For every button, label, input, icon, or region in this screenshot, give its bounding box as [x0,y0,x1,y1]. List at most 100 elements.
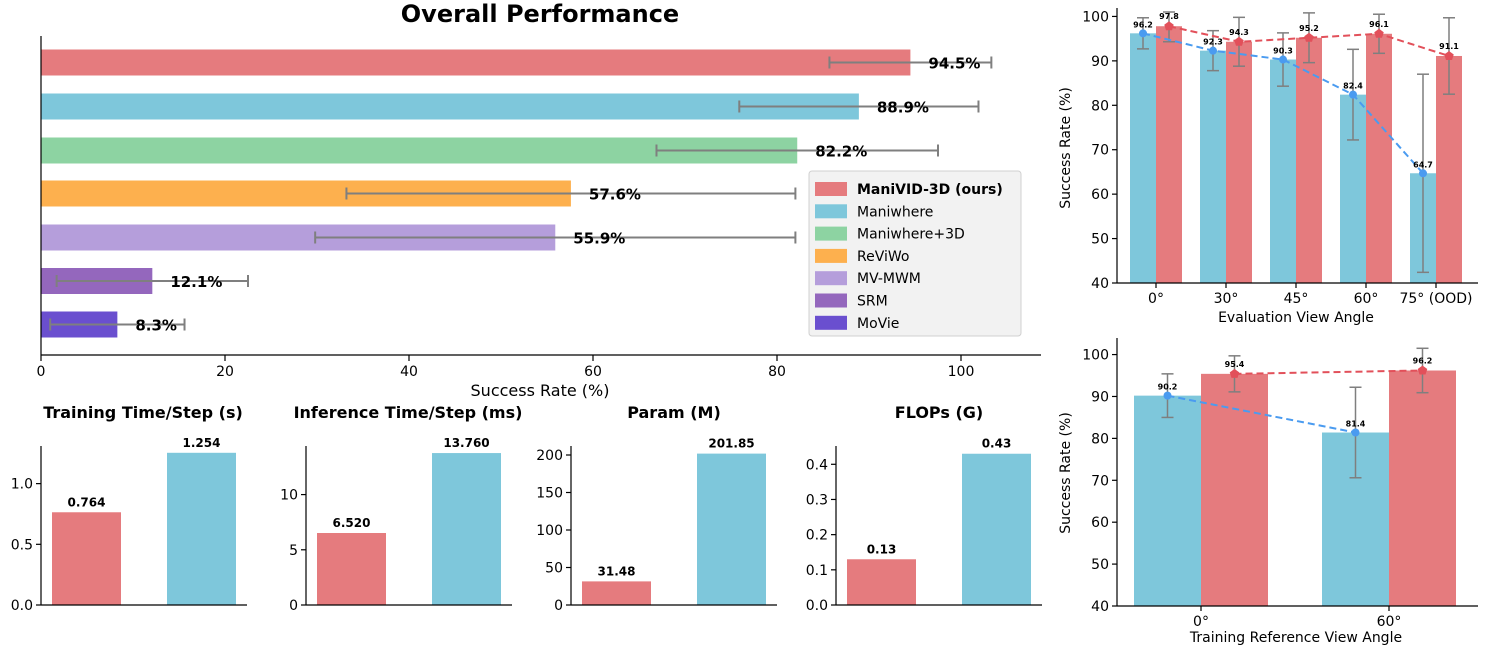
point-label: 95.2 [1299,24,1319,33]
bar [1156,26,1182,283]
point [1444,50,1454,60]
point-label: 81.4 [1346,420,1366,429]
y-tick-label: 100 [536,523,563,539]
evaluation-angle-chart: Evaluation View Angle Success Rate (%) 0… [1058,8,1478,326]
point [1417,365,1428,375]
data-label: 0.13 [867,542,897,556]
legend-label: ReViWo [857,249,909,265]
bar [1130,33,1156,284]
y-tick-label: 200 [536,448,563,464]
eval-xlabel: Evaluation View Angle [1218,310,1374,326]
point [1351,428,1360,437]
legend-label: MoVie [857,316,899,332]
point-label: 96.1 [1369,20,1389,29]
point-label: 90.2 [1158,383,1178,392]
data-label: 82.2% [815,143,867,161]
bar [847,559,916,605]
param-chart: Param (M) 31.48 201.85 0 50 100 150 200 [536,403,777,614]
bar [52,512,121,605]
x-tick-label: 75° (OOD) [1399,291,1472,307]
point [1209,46,1217,55]
bar [41,93,859,120]
y-tick-label: 40 [1091,599,1109,615]
y-tick-label: 90 [1091,389,1109,405]
legend-label: Maniwhere [857,204,933,220]
y-tick-label: 0.2 [806,528,828,544]
data-label: 13.760 [443,436,489,450]
data-label: 55.9% [573,230,625,248]
x-tick-label: 45° [1284,291,1309,307]
training-time-chart: Training Time/Step (s) 0.764 1.254 0.0 0.5 1… [11,403,247,614]
y-tick-label: 70 [1091,143,1109,159]
bar [1270,59,1296,283]
data-label: 8.3% [135,317,177,335]
y-tick-label: 50 [1091,557,1109,573]
point [1229,368,1240,378]
point [1139,29,1147,38]
data-label: 6.520 [333,516,371,530]
y-tick-label: 0 [554,598,563,614]
bar [317,533,386,605]
ref-ylabel: Success Rate (%) [1058,412,1074,534]
overall-title: Overall Performance [401,0,679,28]
data-label: 94.5% [928,55,980,73]
y-tick-label: 50 [1091,232,1109,248]
bar [1134,395,1201,606]
y-tick-label: 60 [1091,187,1109,203]
y-tick-label: 70 [1091,473,1109,489]
series-line-ours [1234,369,1423,375]
legend-frame [808,170,1022,337]
data-label: 201.85 [708,437,754,451]
y-tick-label: 5 [289,543,298,559]
y-tick-label: 60 [1091,515,1109,531]
series-line-maniwhere [1142,32,1424,174]
x-tick-label: 60° [1377,614,1402,630]
legend-swatch [815,315,847,330]
bar [1226,41,1252,283]
point-label: 92.3 [1203,38,1223,47]
x-tick-label: 0 [37,364,46,380]
y-tick-label: 100 [1082,348,1109,364]
inference-time-title: Inference Time/Step (ms) [294,403,523,422]
ref-xlabel: Training Reference View Angle [1189,630,1402,646]
y-tick-label: 0.0 [11,598,33,614]
y-tick-label: 0.4 [806,457,828,473]
y-tick-label: 1.0 [11,477,33,493]
data-label: 0.764 [68,495,106,509]
legend-label: SRM [857,294,888,310]
point-label: 91.1 [1439,42,1459,51]
bar [962,453,1031,605]
bar [582,581,651,605]
legend-label: Maniwhere+3D [857,227,965,243]
point-label: 64.7 [1413,160,1433,169]
data-label: 31.48 [598,564,636,578]
y-tick-label: 50 [545,561,563,577]
overall-xlabel: Success Rate (%) [471,381,610,400]
x-tick-label: 80 [768,364,786,380]
bar [1366,33,1392,283]
y-tick-label: 10 [280,488,298,504]
y-tick-label: 0.0 [806,598,828,614]
legend-swatch [815,271,847,286]
legend-swatch [815,204,847,219]
y-tick-label: 150 [536,486,563,502]
point-label: 94.3 [1229,28,1249,37]
flops-chart: FLOPs (G) 0.13 0.43 0.0 0.1 0.2 0.3 0.4 [806,403,1042,614]
data-label: 12.1% [170,273,222,291]
overall-performance-chart: Overall Performance 94.5% 88.9% 82.2% 57.6%… [37,0,1041,400]
point-label: 96.2 [1133,20,1153,29]
inference-time-chart: Inference Time/Step (ms) 6.520 13.760 0 5 10 [280,403,522,614]
x-tick-label: 60 [584,364,602,380]
x-tick-label: 30° [1214,291,1239,307]
y-tick-label: 100 [1082,9,1109,25]
y-tick-label: 0.3 [806,492,828,508]
bar [1389,370,1456,606]
x-tick-label: 0° [1193,614,1209,630]
bar [432,453,501,605]
data-label: 0.43 [982,437,1012,451]
point-label: 96.2 [1413,356,1433,365]
legend-swatch [815,182,847,196]
x-tick-label: 60° [1354,291,1379,307]
point-label: 95.4 [1225,360,1245,369]
